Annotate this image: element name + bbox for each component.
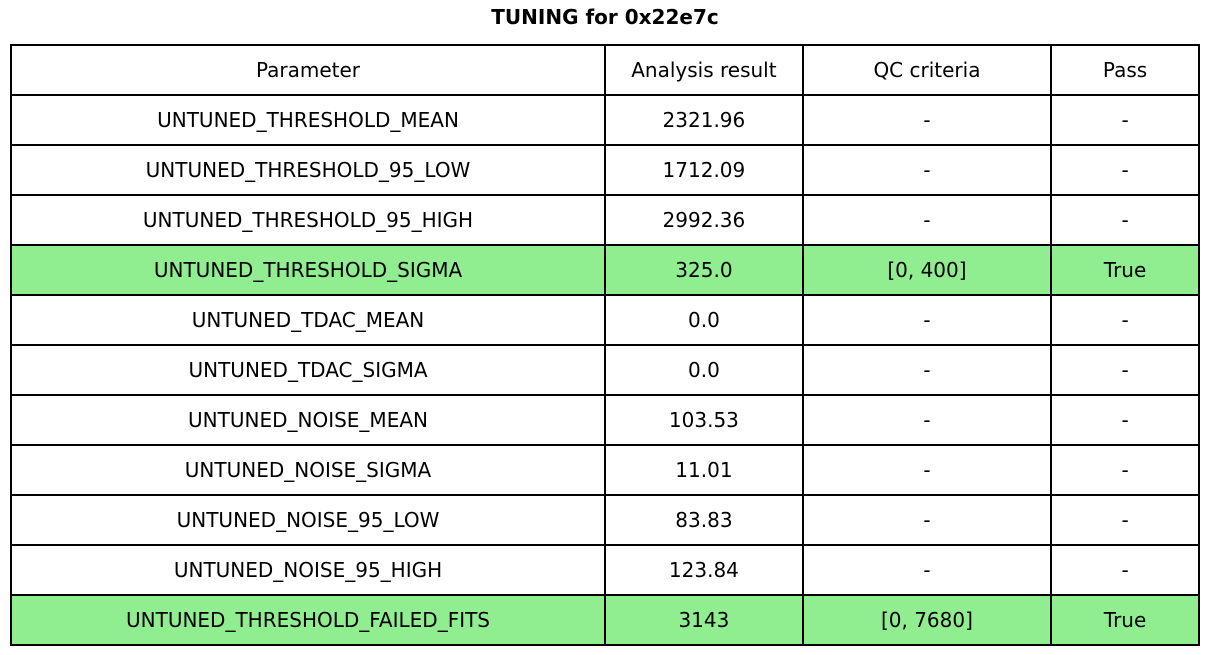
pass-cell: - xyxy=(1050,294,1200,346)
table-row: UNTUNED_THRESHOLD_MEAN 2321.96 - - xyxy=(9,94,1200,146)
analysis-result-cell: 11.01 xyxy=(604,444,804,496)
table-body: UNTUNED_THRESHOLD_MEAN 2321.96 - - UNTUN… xyxy=(9,94,1200,646)
parameter-cell: UNTUNED_NOISE_SIGMA xyxy=(9,444,607,496)
pass-cell: - xyxy=(1050,94,1200,146)
qc-criteria-cell: - xyxy=(801,544,1053,596)
table-row: UNTUNED_THRESHOLD_95_HIGH 2992.36 - - xyxy=(9,194,1200,246)
pass-cell: - xyxy=(1050,144,1200,196)
table-row: UNTUNED_THRESHOLD_FAILED_FITS 3143 [0, 7… xyxy=(9,594,1200,646)
pass-cell: - xyxy=(1050,344,1200,396)
pass-cell: - xyxy=(1050,394,1200,446)
column-header-parameter: Parameter xyxy=(9,44,607,96)
qc-criteria-cell: - xyxy=(801,194,1053,246)
parameter-cell: UNTUNED_THRESHOLD_MEAN xyxy=(9,94,607,146)
table-row: UNTUNED_NOISE_MEAN 103.53 - - xyxy=(9,394,1200,446)
qc-criteria-cell: - xyxy=(801,94,1053,146)
analysis-result-cell: 123.84 xyxy=(604,544,804,596)
column-header-qc-criteria: QC criteria xyxy=(801,44,1053,96)
analysis-result-cell: 0.0 xyxy=(604,344,804,396)
qc-criteria-cell: [0, 400] xyxy=(801,244,1053,296)
qc-criteria-cell: - xyxy=(801,444,1053,496)
header-row: Parameter Analysis result QC criteria Pa… xyxy=(9,44,1200,96)
pass-cell: True xyxy=(1050,244,1200,296)
analysis-result-cell: 2321.96 xyxy=(604,94,804,146)
parameter-cell: UNTUNED_THRESHOLD_95_LOW xyxy=(9,144,607,196)
table-row: UNTUNED_NOISE_95_HIGH 123.84 - - xyxy=(9,544,1200,596)
analysis-result-cell: 83.83 xyxy=(604,494,804,546)
parameter-cell: UNTUNED_TDAC_MEAN xyxy=(9,294,607,346)
table-row: UNTUNED_TDAC_MEAN 0.0 - - xyxy=(9,294,1200,346)
pass-cell: - xyxy=(1050,544,1200,596)
pass-cell: - xyxy=(1050,194,1200,246)
qc-criteria-cell: - xyxy=(801,294,1053,346)
parameter-cell: UNTUNED_NOISE_95_LOW xyxy=(9,494,607,546)
analysis-result-cell: 325.0 xyxy=(604,244,804,296)
parameter-cell: UNTUNED_NOISE_95_HIGH xyxy=(9,544,607,596)
parameter-cell: UNTUNED_THRESHOLD_FAILED_FITS xyxy=(9,594,607,646)
qc-criteria-cell: - xyxy=(801,394,1053,446)
table-row: UNTUNED_NOISE_SIGMA 11.01 - - xyxy=(9,444,1200,496)
pass-cell: - xyxy=(1050,494,1200,546)
parameter-cell: UNTUNED_TDAC_SIGMA xyxy=(9,344,607,396)
analysis-result-cell: 3143 xyxy=(604,594,804,646)
table-row: UNTUNED_THRESHOLD_SIGMA 325.0 [0, 400] T… xyxy=(9,244,1200,296)
qc-criteria-cell: - xyxy=(801,344,1053,396)
parameter-cell: UNTUNED_THRESHOLD_SIGMA xyxy=(9,244,607,296)
qc-criteria-cell: - xyxy=(801,144,1053,196)
qc-results-table: Parameter Analysis result QC criteria Pa… xyxy=(9,44,1200,646)
pass-cell: True xyxy=(1050,594,1200,646)
parameter-cell: UNTUNED_THRESHOLD_95_HIGH xyxy=(9,194,607,246)
figure-title: TUNING for 0x22e7c xyxy=(491,5,719,29)
column-header-analysis-result: Analysis result xyxy=(604,44,804,96)
qc-criteria-cell: - xyxy=(801,494,1053,546)
table-header: Parameter Analysis result QC criteria Pa… xyxy=(9,44,1200,96)
qc-criteria-cell: [0, 7680] xyxy=(801,594,1053,646)
parameter-cell: UNTUNED_NOISE_MEAN xyxy=(9,394,607,446)
table-row: UNTUNED_TDAC_SIGMA 0.0 - - xyxy=(9,344,1200,396)
analysis-result-cell: 1712.09 xyxy=(604,144,804,196)
table-row: UNTUNED_NOISE_95_LOW 83.83 - - xyxy=(9,494,1200,546)
pass-cell: - xyxy=(1050,444,1200,496)
table-row: UNTUNED_THRESHOLD_95_LOW 1712.09 - - xyxy=(9,144,1200,196)
column-header-pass: Pass xyxy=(1050,44,1200,96)
analysis-result-cell: 103.53 xyxy=(604,394,804,446)
analysis-result-cell: 0.0 xyxy=(604,294,804,346)
analysis-result-cell: 2992.36 xyxy=(604,194,804,246)
